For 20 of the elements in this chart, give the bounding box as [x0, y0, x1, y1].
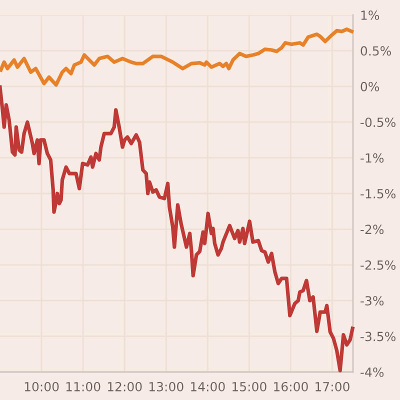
x-tick-label: 17:00	[316, 382, 350, 392]
y-tick-label: -1.5%	[360, 188, 396, 198]
x-tick-label: 12:00	[108, 382, 142, 392]
y-tick-label: -2%	[360, 224, 384, 234]
line-series	[0, 27, 354, 87]
y-tick-label: -1%	[360, 153, 384, 163]
y-tick-label: -3%	[360, 296, 384, 306]
y-tick-label: -4%	[360, 367, 384, 377]
y-tick-label: 0.5%	[360, 46, 392, 56]
y-tick-label: 1%	[361, 10, 380, 20]
x-tick-label: 15:00	[232, 382, 266, 392]
y-tick-label: 0%	[360, 82, 380, 92]
x-tick-label: 16:00	[274, 382, 308, 392]
y-tick-label: -3.5%	[360, 332, 396, 342]
y-tick-label: -2.5%	[360, 260, 396, 270]
x-tick-label: 13:00	[149, 382, 184, 392]
x-tick-label: 14:00	[191, 382, 225, 392]
y-tick-label: -0.5%	[360, 118, 396, 128]
x-tick-label: 10:00	[24, 382, 59, 392]
x-tick-label: 11:00	[66, 382, 100, 392]
